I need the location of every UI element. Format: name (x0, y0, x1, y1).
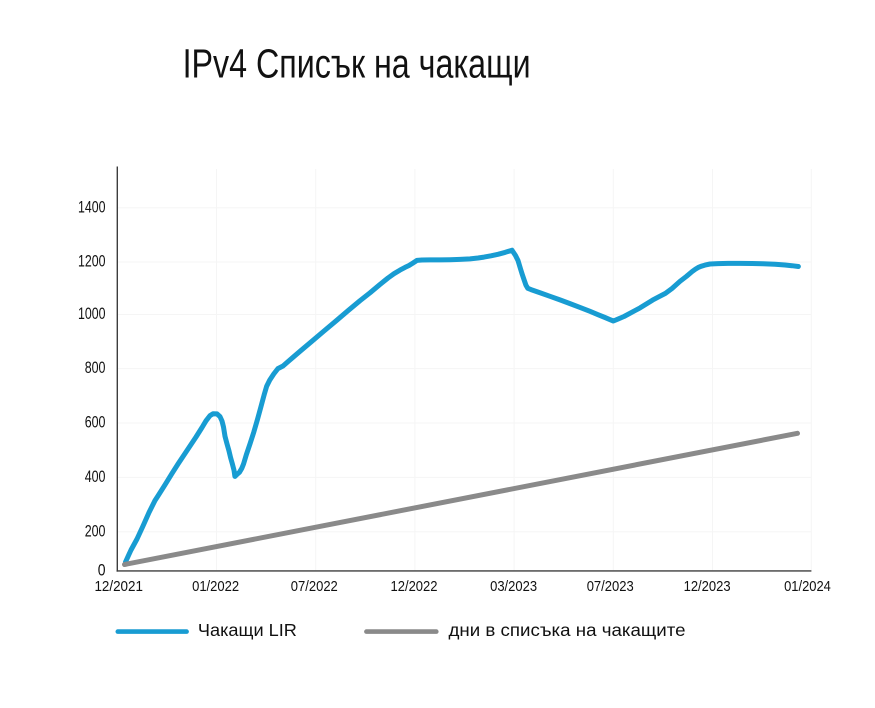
svg-text:1400: 1400 (78, 197, 106, 216)
svg-text:03/2023: 03/2023 (490, 578, 537, 595)
svg-text:200: 200 (85, 521, 106, 540)
svg-text:01/2022: 01/2022 (192, 578, 239, 595)
svg-text:1000: 1000 (78, 304, 106, 323)
svg-text:0: 0 (98, 561, 106, 580)
svg-text:07/2022: 07/2022 (291, 578, 338, 595)
svg-text:01/2024: 01/2024 (784, 578, 831, 595)
svg-text:800: 800 (85, 358, 106, 377)
svg-text:IPv4 Списък на чакащи: IPv4 Списък на чакащи (183, 40, 531, 86)
svg-text:12/2023: 12/2023 (684, 578, 731, 595)
svg-text:12/2021: 12/2021 (94, 578, 143, 595)
svg-text:12/2022: 12/2022 (391, 578, 438, 595)
svg-text:Чакащи LIR: Чакащи LIR (198, 620, 297, 640)
svg-text:1200: 1200 (78, 252, 106, 271)
svg-text:07/2023: 07/2023 (587, 578, 634, 595)
svg-text:600: 600 (85, 413, 106, 432)
svg-text:дни в списъка на чакащите: дни в списъка на чакащите (449, 620, 686, 640)
svg-text:400: 400 (85, 467, 106, 486)
